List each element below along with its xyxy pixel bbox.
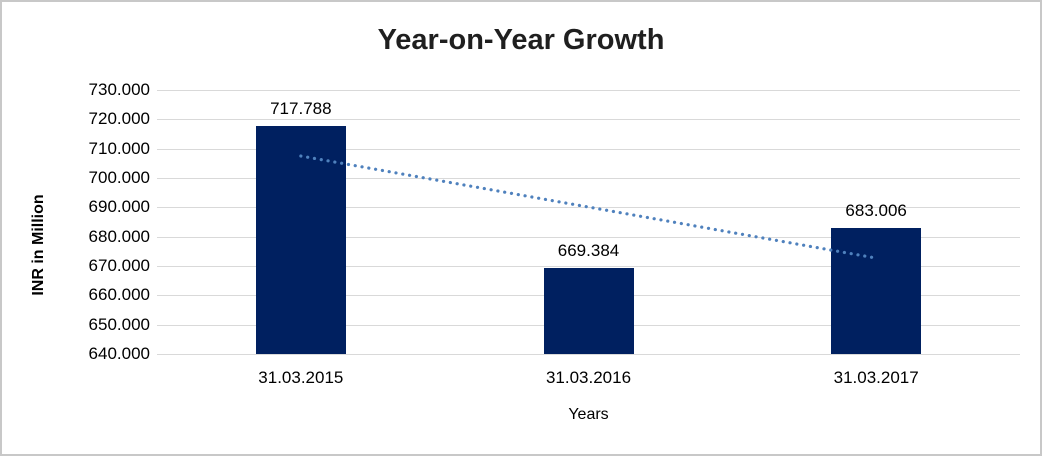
bar-31.03.2017 — [831, 227, 922, 354]
y-tick-label: 650.000 — [88, 314, 150, 334]
category-label: 31.03.2015 — [258, 368, 344, 387]
gridline — [157, 90, 1020, 91]
category-label: 31.03.2017 — [833, 368, 919, 387]
y-tick-label: 670.000 — [88, 256, 150, 275]
bar-31.03.2016 — [543, 267, 634, 354]
y-tick-label: 710.000 — [88, 138, 150, 158]
x-axis-title: Years — [568, 406, 609, 423]
gridline — [157, 119, 1020, 121]
chart-title: Year-on-Year Growth — [377, 24, 665, 56]
y-tick-label: 640.000 — [88, 344, 150, 363]
bar-value-label: 683.006 — [845, 200, 907, 220]
category-label: 31.03.2016 — [545, 368, 632, 387]
y-tick-label: 680.000 — [88, 226, 150, 246]
y-tick-label: 700.000 — [88, 168, 150, 187]
y-tick-label: 690.000 — [88, 197, 150, 217]
bar-value-label: 669.384 — [557, 240, 620, 260]
plot-area — [157, 90, 1020, 355]
bar-31.03.2015 — [255, 125, 346, 354]
gridline — [157, 148, 1020, 150]
y-tick-label: 720.000 — [88, 109, 150, 129]
y-tick-label: 730.000 — [88, 80, 150, 99]
y-tick-label: 660.000 — [88, 285, 150, 305]
bar-value-label: 717.788 — [270, 98, 332, 118]
gridline — [157, 266, 1020, 267]
gridline — [157, 354, 1020, 355]
y-axis-title-text: INR in Million — [30, 194, 47, 296]
